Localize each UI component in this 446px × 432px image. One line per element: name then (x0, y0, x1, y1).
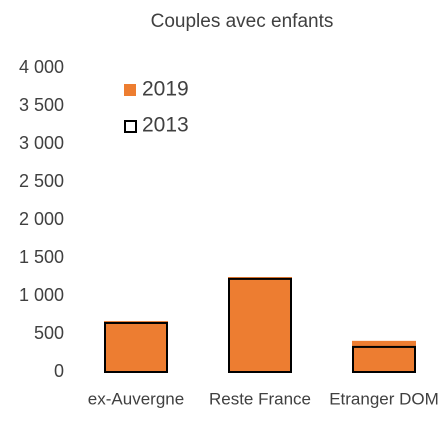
y-tick-label: 0 (54, 361, 64, 381)
x-tick-label: Reste France (209, 389, 311, 408)
bar-outline (104, 321, 168, 374)
x-tick-label: ex-Auvergne (88, 389, 184, 408)
y-tick-label: 4 000 (19, 57, 64, 77)
y-tick-label: 2 000 (19, 209, 64, 229)
y-tick-label: 1 500 (19, 247, 64, 267)
bar (352, 340, 416, 372)
y-tick-label: 2 500 (19, 171, 64, 191)
y-tick-label: 3 500 (19, 95, 64, 115)
legend-swatch (124, 120, 137, 133)
legend-label: 2019 (142, 78, 189, 101)
bar (104, 321, 168, 372)
legend-swatch (124, 84, 136, 96)
y-tick-label: 1 000 (19, 285, 64, 305)
x-tick-label: Etranger DOM (329, 389, 439, 408)
y-tick-label: 3 000 (19, 133, 64, 153)
legend-label: 2013 (142, 114, 189, 137)
bar-outline (228, 277, 292, 373)
chart-title: Couples avec enfants (151, 11, 334, 32)
bar (228, 277, 292, 372)
y-tick-label: 500 (34, 323, 64, 343)
bar-outline (352, 345, 416, 374)
